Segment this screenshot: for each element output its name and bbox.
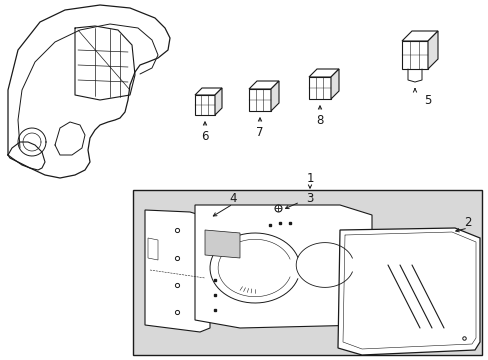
Polygon shape xyxy=(270,81,279,111)
Text: 3: 3 xyxy=(305,192,313,204)
Text: 6: 6 xyxy=(201,130,208,143)
Text: 1: 1 xyxy=(305,171,313,185)
Polygon shape xyxy=(195,205,371,328)
Text: 2: 2 xyxy=(463,216,471,229)
Polygon shape xyxy=(215,88,222,115)
Polygon shape xyxy=(337,228,479,355)
Polygon shape xyxy=(148,238,158,260)
Polygon shape xyxy=(133,190,481,355)
Text: 5: 5 xyxy=(424,94,431,107)
Polygon shape xyxy=(204,230,240,258)
Polygon shape xyxy=(145,210,209,332)
Polygon shape xyxy=(248,89,270,111)
Polygon shape xyxy=(195,88,222,95)
Polygon shape xyxy=(401,41,427,69)
Polygon shape xyxy=(195,95,215,115)
Text: 8: 8 xyxy=(316,113,323,126)
Polygon shape xyxy=(427,31,437,69)
Polygon shape xyxy=(248,81,279,89)
Text: 4: 4 xyxy=(229,192,236,204)
Polygon shape xyxy=(330,69,338,99)
Polygon shape xyxy=(308,69,338,77)
Polygon shape xyxy=(308,77,330,99)
Polygon shape xyxy=(401,31,437,41)
Text: 7: 7 xyxy=(256,126,263,139)
